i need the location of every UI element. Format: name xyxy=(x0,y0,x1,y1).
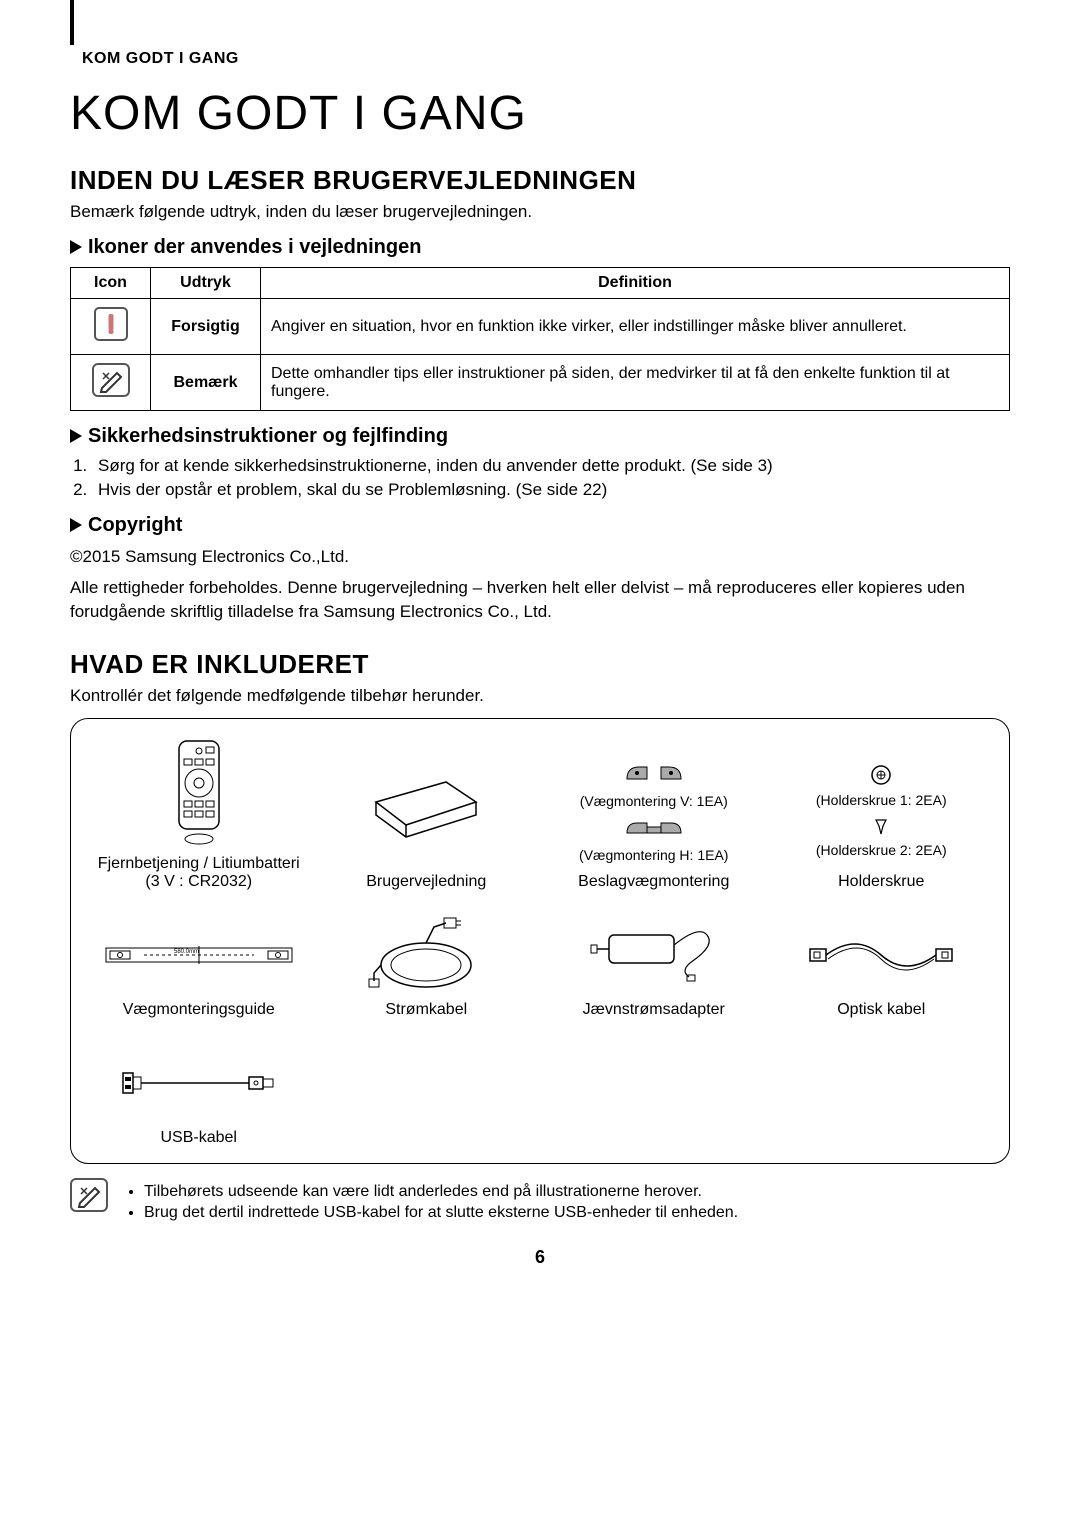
manual-icon xyxy=(361,757,491,867)
wall-guide-icon: 580.0mm xyxy=(104,915,294,995)
wall-bracket-label: Beslagvægmontering xyxy=(578,873,729,891)
footnote-row: Tilbehørets udseende kan være lidt ander… xyxy=(70,1178,1010,1227)
copyright-line2: Alle rettigheder forbeholdes. Denne brug… xyxy=(70,576,1010,625)
row1-term: Forsigtig xyxy=(151,299,261,355)
safety-list: Sørg for at kende sikkerhedsinstruktione… xyxy=(70,456,1010,500)
accessory-adapter: Jævnstrømsadapter xyxy=(550,915,758,1019)
section-heading-1: INDEN DU LÆSER BRUGERVEJLEDNINGEN xyxy=(70,165,1010,196)
subheading-copyright-text: Copyright xyxy=(88,514,182,536)
wall-guide-label: Vægmonteringsguide xyxy=(123,1001,275,1019)
header-rule xyxy=(70,0,74,45)
screws-icon: (Holderskrue 1: 2EA) (Holderskrue 2: 2EA… xyxy=(816,757,947,867)
subheading-icons: Ikoner der anvendes i vejledningen xyxy=(70,236,1010,259)
row2-def: Dette omhandler tips eller instruktioner… xyxy=(261,355,1010,411)
screw2-label: (Holderskrue 2: 2EA) xyxy=(816,842,947,858)
table-row: Bemærk Dette omhandler tips eller instru… xyxy=(71,355,1010,411)
row2-term: Bemærk xyxy=(151,355,261,411)
section-heading-2: HVAD ER INKLUDERET xyxy=(70,649,1010,680)
accessory-power-cable: Strømkabel xyxy=(323,915,531,1019)
accessories-grid: Fjernbetjening / Litiumbatteri (3 V : CR… xyxy=(95,739,985,1147)
row1-def: Angiver en situation, hvor en funktion i… xyxy=(261,299,1010,355)
list-item: Sørg for at kende sikkerhedsinstruktione… xyxy=(92,456,1010,476)
screw1-label: (Holderskrue 1: 2EA) xyxy=(816,792,947,808)
remote-icon xyxy=(154,739,244,849)
copyright-line1: ©2015 Samsung Electronics Co.,Ltd. xyxy=(70,545,1010,570)
subheading-safety-text: Sikkerhedsinstruktioner og fejlfinding xyxy=(88,425,448,447)
subheading-safety: Sikkerhedsinstruktioner og fejlfinding xyxy=(70,425,1010,448)
section2-intro: Kontrollér det følgende medfølgende tilb… xyxy=(70,686,1010,706)
th-term: Udtryk xyxy=(151,268,261,299)
footnote-list: Tilbehørets udseende kan være lidt ander… xyxy=(124,1180,738,1225)
list-item: Hvis der opstår et problem, skal du se P… xyxy=(92,480,1010,500)
section1-intro: Bemærk følgende udtryk, inden du læser b… xyxy=(70,202,1010,222)
th-icon: Icon xyxy=(71,268,151,299)
manual-label: Brugervejledning xyxy=(366,873,486,891)
icon-definition-table: Icon Udtryk Definition Forsigtig Angiver… xyxy=(70,267,1010,411)
wall-v-label: (Vægmontering V: 1EA) xyxy=(580,793,728,809)
wall-bracket-icon: (Vægmontering V: 1EA) (Vægmontering H: 1… xyxy=(579,757,728,867)
usb-cable-icon xyxy=(119,1043,279,1123)
accessory-manual: Brugervejledning xyxy=(323,739,531,891)
accessory-usb-cable: USB-kabel xyxy=(95,1043,303,1147)
optical-cable-label: Optisk kabel xyxy=(837,1001,925,1019)
triangle-bullet-icon xyxy=(70,518,82,532)
included-accessories-panel: Fjernbetjening / Litiumbatteri (3 V : CR… xyxy=(70,718,1010,1164)
remote-label: Fjernbetjening / Litiumbatteri (3 V : CR… xyxy=(95,855,303,891)
usb-cable-label: USB-kabel xyxy=(161,1129,237,1147)
adapter-icon xyxy=(589,915,719,995)
svg-text:580.0mm: 580.0mm xyxy=(174,949,199,955)
triangle-bullet-icon xyxy=(70,429,82,443)
note-icon xyxy=(70,1178,108,1212)
page-title: KOM GODT I GANG xyxy=(70,86,1010,141)
manual-page: KOM GODT I GANG KOM GODT I GANG INDEN DU… xyxy=(0,0,1080,1308)
accessory-wall-guide: 580.0mm Vægmonteringsguide xyxy=(95,915,303,1019)
screws-label: Holderskrue xyxy=(838,873,924,891)
caution-icon-cell xyxy=(71,299,151,355)
power-cable-icon xyxy=(366,915,486,995)
note-icon xyxy=(92,363,130,397)
th-def: Definition xyxy=(261,268,1010,299)
note-icon-cell xyxy=(71,355,151,411)
caution-icon xyxy=(94,307,128,341)
subheading-icons-text: Ikoner der anvendes i vejledningen xyxy=(88,236,421,258)
accessory-remote: Fjernbetjening / Litiumbatteri (3 V : CR… xyxy=(95,739,303,891)
page-number: 6 xyxy=(70,1247,1010,1268)
list-item: Brug det dertil indrettede USB-kabel for… xyxy=(144,1204,738,1222)
table-row: Forsigtig Angiver en situation, hvor en … xyxy=(71,299,1010,355)
accessory-screws: (Holderskrue 1: 2EA) (Holderskrue 2: 2EA… xyxy=(778,739,986,891)
accessory-wall-bracket: (Vægmontering V: 1EA) (Vægmontering H: 1… xyxy=(550,739,758,891)
running-head: KOM GODT I GANG xyxy=(82,50,1010,68)
triangle-bullet-icon xyxy=(70,240,82,254)
list-item: Tilbehørets udseende kan være lidt ander… xyxy=(144,1183,738,1201)
adapter-label: Jævnstrømsadapter xyxy=(583,1001,725,1019)
wall-h-label: (Vægmontering H: 1EA) xyxy=(579,847,728,863)
power-cable-label: Strømkabel xyxy=(385,1001,467,1019)
subheading-copyright: Copyright xyxy=(70,514,1010,537)
optical-cable-icon xyxy=(806,915,956,995)
accessory-optical-cable: Optisk kabel xyxy=(778,915,986,1019)
